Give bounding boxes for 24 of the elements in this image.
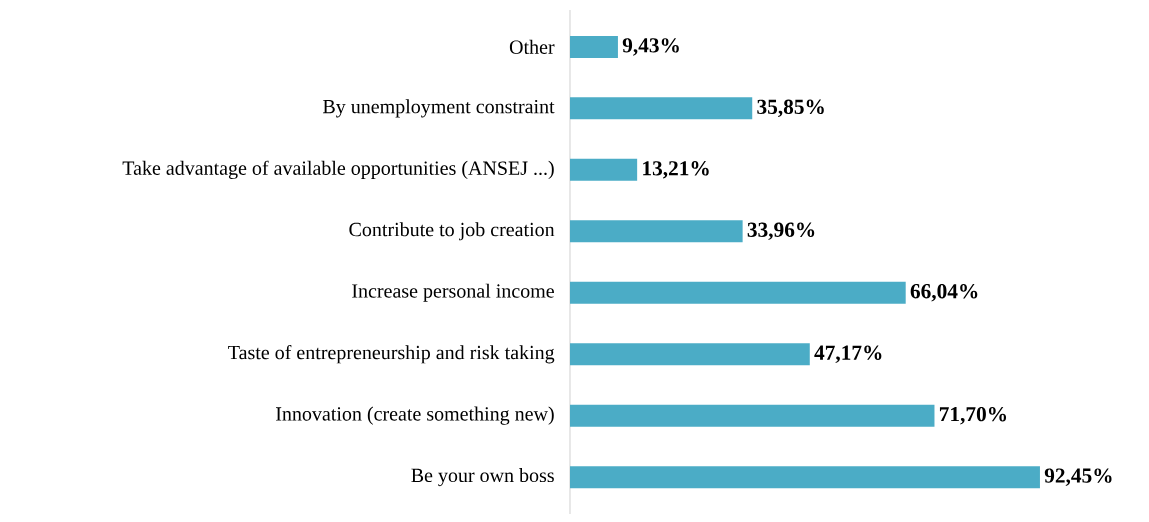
- bar: [570, 404, 935, 427]
- data-label: 9,43%: [622, 38, 679, 56]
- y-tick-label: Other: [509, 39, 555, 54]
- bar: [570, 343, 810, 366]
- bar: [570, 220, 743, 243]
- bar: [570, 466, 1040, 489]
- y-tick-label: Be your own boss: [411, 468, 554, 487]
- bar: [570, 35, 618, 58]
- y-tick-label: Taste of entrepreneurship and risk taking: [228, 345, 555, 364]
- y-tick-label: By unemployment constraint: [323, 99, 555, 118]
- bar: [570, 158, 638, 181]
- data-label: 71,70%: [939, 406, 1007, 425]
- data-label: 66,04%: [910, 284, 978, 302]
- bar: [570, 281, 906, 304]
- data-label: 13,21%: [643, 161, 709, 179]
- y-tick-label: Contribute to job creation: [349, 222, 555, 241]
- data-label: 47,17%: [814, 345, 882, 363]
- data-label: 92,45%: [1044, 468, 1112, 486]
- data-label: 33,96%: [747, 222, 815, 241]
- y-tick-label: Take advantage of available opportunities (ANSEJ ...): [122, 160, 554, 180]
- y-tick-label: Innovation (create something new): [276, 406, 554, 425]
- bar: [570, 97, 753, 120]
- data-label: 35,85%: [757, 99, 824, 118]
- y-tick-label: Increase personal income: [352, 283, 554, 302]
